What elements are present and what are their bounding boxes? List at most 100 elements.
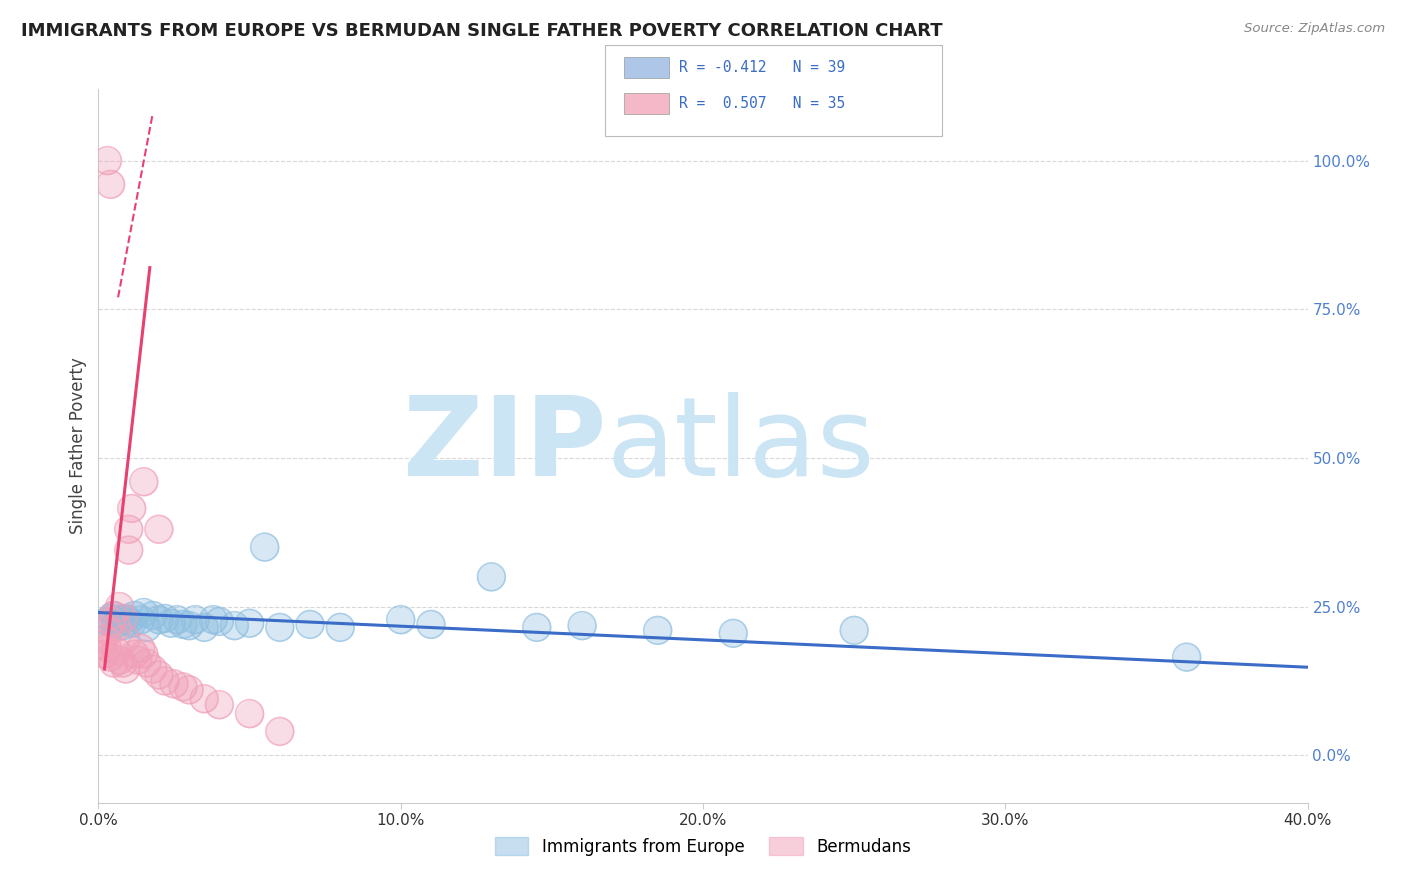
Point: [153, 673, 176, 688]
Point: [172, 680, 194, 694]
Point: [269, 620, 291, 634]
Point: [179, 682, 201, 697]
Point: [108, 599, 131, 614]
Point: [103, 608, 125, 623]
Point: [224, 618, 246, 632]
Point: [166, 613, 188, 627]
Point: [329, 620, 352, 634]
Point: [96, 624, 118, 638]
Point: [111, 656, 134, 670]
Text: Source: ZipAtlas.com: Source: ZipAtlas.com: [1244, 22, 1385, 36]
Point: [142, 608, 165, 623]
Point: [105, 644, 128, 658]
Point: [202, 613, 225, 627]
Point: [193, 691, 215, 706]
Point: [121, 616, 143, 631]
Point: [172, 617, 194, 632]
Point: [420, 617, 443, 632]
Point: [132, 606, 155, 620]
Point: [723, 626, 745, 640]
Point: [148, 668, 170, 682]
Point: [114, 632, 136, 647]
Point: [100, 178, 122, 192]
Point: [100, 611, 122, 625]
Point: [135, 656, 157, 670]
Point: [239, 616, 262, 631]
Point: [208, 698, 231, 712]
Point: [100, 615, 122, 629]
Point: [172, 617, 194, 632]
Point: [148, 668, 170, 682]
Point: [118, 614, 141, 628]
Point: [179, 618, 201, 632]
Point: [299, 617, 322, 632]
Point: [100, 650, 122, 665]
Text: atlas: atlas: [606, 392, 875, 500]
Point: [166, 613, 188, 627]
Point: [118, 614, 141, 628]
Point: [647, 624, 669, 638]
Point: [129, 613, 152, 627]
Point: [100, 615, 122, 629]
Text: R = -0.412   N = 39: R = -0.412 N = 39: [679, 61, 845, 75]
Point: [647, 624, 669, 638]
Point: [129, 641, 152, 656]
Point: [90, 638, 112, 652]
Point: [526, 620, 548, 634]
Point: [93, 647, 115, 661]
Point: [239, 706, 262, 721]
Point: [90, 638, 112, 652]
Point: [253, 540, 276, 554]
Point: [269, 620, 291, 634]
Point: [111, 611, 134, 625]
Point: [96, 641, 118, 656]
Point: [142, 608, 165, 623]
Point: [124, 647, 146, 661]
Point: [127, 653, 149, 667]
Point: [105, 620, 128, 634]
Point: [132, 475, 155, 489]
Point: [118, 543, 141, 558]
Point: [96, 615, 118, 629]
Point: [208, 615, 231, 629]
Point: [571, 618, 593, 632]
Point: [114, 632, 136, 647]
Point: [96, 153, 118, 168]
Text: ZIP: ZIP: [404, 392, 606, 500]
Point: [269, 724, 291, 739]
Point: [111, 656, 134, 670]
Point: [93, 632, 115, 647]
Point: [132, 647, 155, 661]
Point: [148, 522, 170, 536]
Point: [114, 662, 136, 676]
Point: [329, 620, 352, 634]
Point: [127, 653, 149, 667]
Point: [1175, 650, 1198, 665]
Point: [269, 724, 291, 739]
Point: [208, 698, 231, 712]
Point: [148, 613, 170, 627]
Point: [179, 682, 201, 697]
Point: [160, 616, 183, 631]
Point: [93, 647, 115, 661]
Point: [153, 673, 176, 688]
Point: [844, 624, 866, 638]
Point: [184, 613, 207, 627]
Point: [526, 620, 548, 634]
Point: [129, 613, 152, 627]
Point: [132, 606, 155, 620]
Point: [100, 611, 122, 625]
Point: [153, 611, 176, 625]
Point: [481, 570, 503, 584]
Point: [132, 647, 155, 661]
Point: [132, 475, 155, 489]
Point: [96, 615, 118, 629]
Point: [184, 613, 207, 627]
Point: [179, 618, 201, 632]
Point: [193, 691, 215, 706]
Point: [118, 522, 141, 536]
Point: [124, 647, 146, 661]
Point: [389, 613, 412, 627]
Point: [481, 570, 503, 584]
Point: [142, 662, 165, 676]
